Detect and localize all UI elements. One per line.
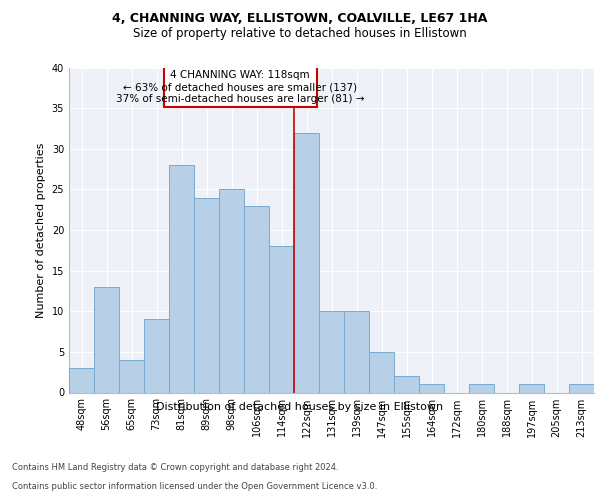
Bar [219, 190, 244, 392]
Text: 37% of semi-detached houses are larger (81) →: 37% of semi-detached houses are larger (… [116, 94, 365, 104]
Text: Size of property relative to detached houses in Ellistown: Size of property relative to detached ho… [133, 28, 467, 40]
Text: 4 CHANNING WAY: 118sqm: 4 CHANNING WAY: 118sqm [170, 70, 310, 80]
Text: ← 63% of detached houses are smaller (137): ← 63% of detached houses are smaller (13… [123, 82, 358, 92]
Bar [269, 246, 294, 392]
Bar [194, 198, 219, 392]
Text: Contains HM Land Registry data © Crown copyright and database right 2024.: Contains HM Land Registry data © Crown c… [12, 464, 338, 472]
Bar [319, 311, 344, 392]
Bar [469, 384, 494, 392]
FancyBboxPatch shape [164, 66, 317, 106]
Text: 4, CHANNING WAY, ELLISTOWN, COALVILLE, LE67 1HA: 4, CHANNING WAY, ELLISTOWN, COALVILLE, L… [112, 12, 488, 26]
Bar [244, 206, 269, 392]
Bar [419, 384, 444, 392]
Y-axis label: Number of detached properties: Number of detached properties [36, 142, 46, 318]
Bar [519, 384, 544, 392]
Bar [169, 165, 194, 392]
Bar [344, 311, 369, 392]
Bar [569, 384, 594, 392]
Bar [144, 320, 169, 392]
Bar [294, 132, 319, 392]
Text: Contains public sector information licensed under the Open Government Licence v3: Contains public sector information licen… [12, 482, 377, 491]
Bar [394, 376, 419, 392]
Bar [94, 287, 119, 393]
Bar [69, 368, 94, 392]
Bar [119, 360, 144, 392]
Text: Distribution of detached houses by size in Ellistown: Distribution of detached houses by size … [157, 402, 443, 412]
Bar [369, 352, 394, 393]
